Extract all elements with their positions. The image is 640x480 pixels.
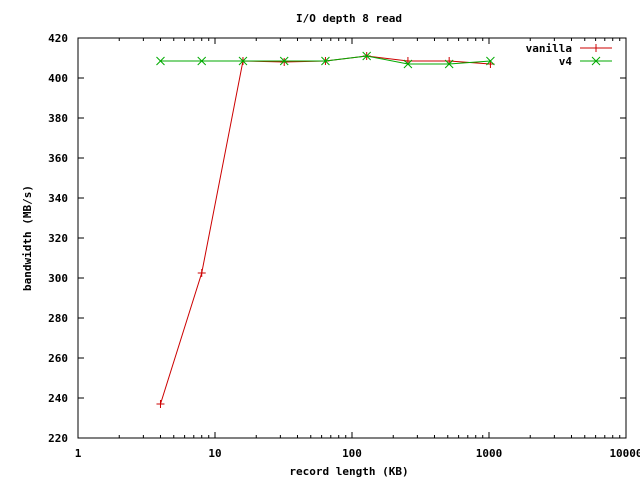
- legend-marker: [591, 56, 601, 66]
- series-point-v4: [279, 56, 289, 66]
- series-point-v4: [197, 56, 207, 66]
- series-point-v4: [362, 51, 372, 61]
- chart-title: I/O depth 8 read: [296, 12, 402, 25]
- x-tick-label: 1000: [476, 447, 503, 460]
- legend-label: vanilla: [526, 42, 572, 55]
- series-line-vanilla: [160, 55, 491, 405]
- series-point-v4: [156, 56, 165, 66]
- y-tick-label: 420: [48, 32, 68, 45]
- y-tick-label: 220: [48, 432, 68, 445]
- x-tick-label: 1: [75, 447, 82, 460]
- legend-label: v4: [559, 55, 573, 68]
- y-tick-label: 340: [48, 192, 68, 205]
- series-point-v4: [444, 59, 454, 69]
- x-tick-label: 100: [342, 447, 362, 460]
- series-point-vanilla: [156, 400, 165, 408]
- y-tick-label: 240: [48, 392, 68, 405]
- series-point-v4: [321, 56, 330, 66]
- y-tick-label: 260: [48, 352, 68, 365]
- y-tick-label: 280: [48, 312, 68, 325]
- plot-frame: [77, 37, 627, 439]
- x-tick-label: 10: [208, 447, 221, 460]
- series-point-v4: [486, 56, 495, 66]
- y-axis: 220 240 260 280 300 320 340 360 380 400 420: [48, 32, 626, 445]
- y-tick-label: 400: [48, 72, 68, 85]
- series-point-vanilla: [280, 58, 289, 66]
- y-axis-label: bandwidth (MB/s): [21, 185, 34, 291]
- series-point-vanilla: [197, 269, 206, 277]
- series-layer: [156, 51, 495, 408]
- x-axis: 1 10 100 1000 10000: [75, 38, 640, 460]
- y-tick-label: 380: [48, 112, 68, 125]
- series-point-v4: [238, 56, 248, 66]
- y-tick-label: 320: [48, 232, 68, 245]
- y-tick-label: 300: [48, 272, 68, 285]
- x-tick-label: 10000: [609, 447, 640, 460]
- y-tick-label: 360: [48, 152, 68, 165]
- series-point-v4: [403, 59, 413, 69]
- x-axis-label: record length (KB): [289, 465, 408, 478]
- legend-marker: [592, 44, 600, 52]
